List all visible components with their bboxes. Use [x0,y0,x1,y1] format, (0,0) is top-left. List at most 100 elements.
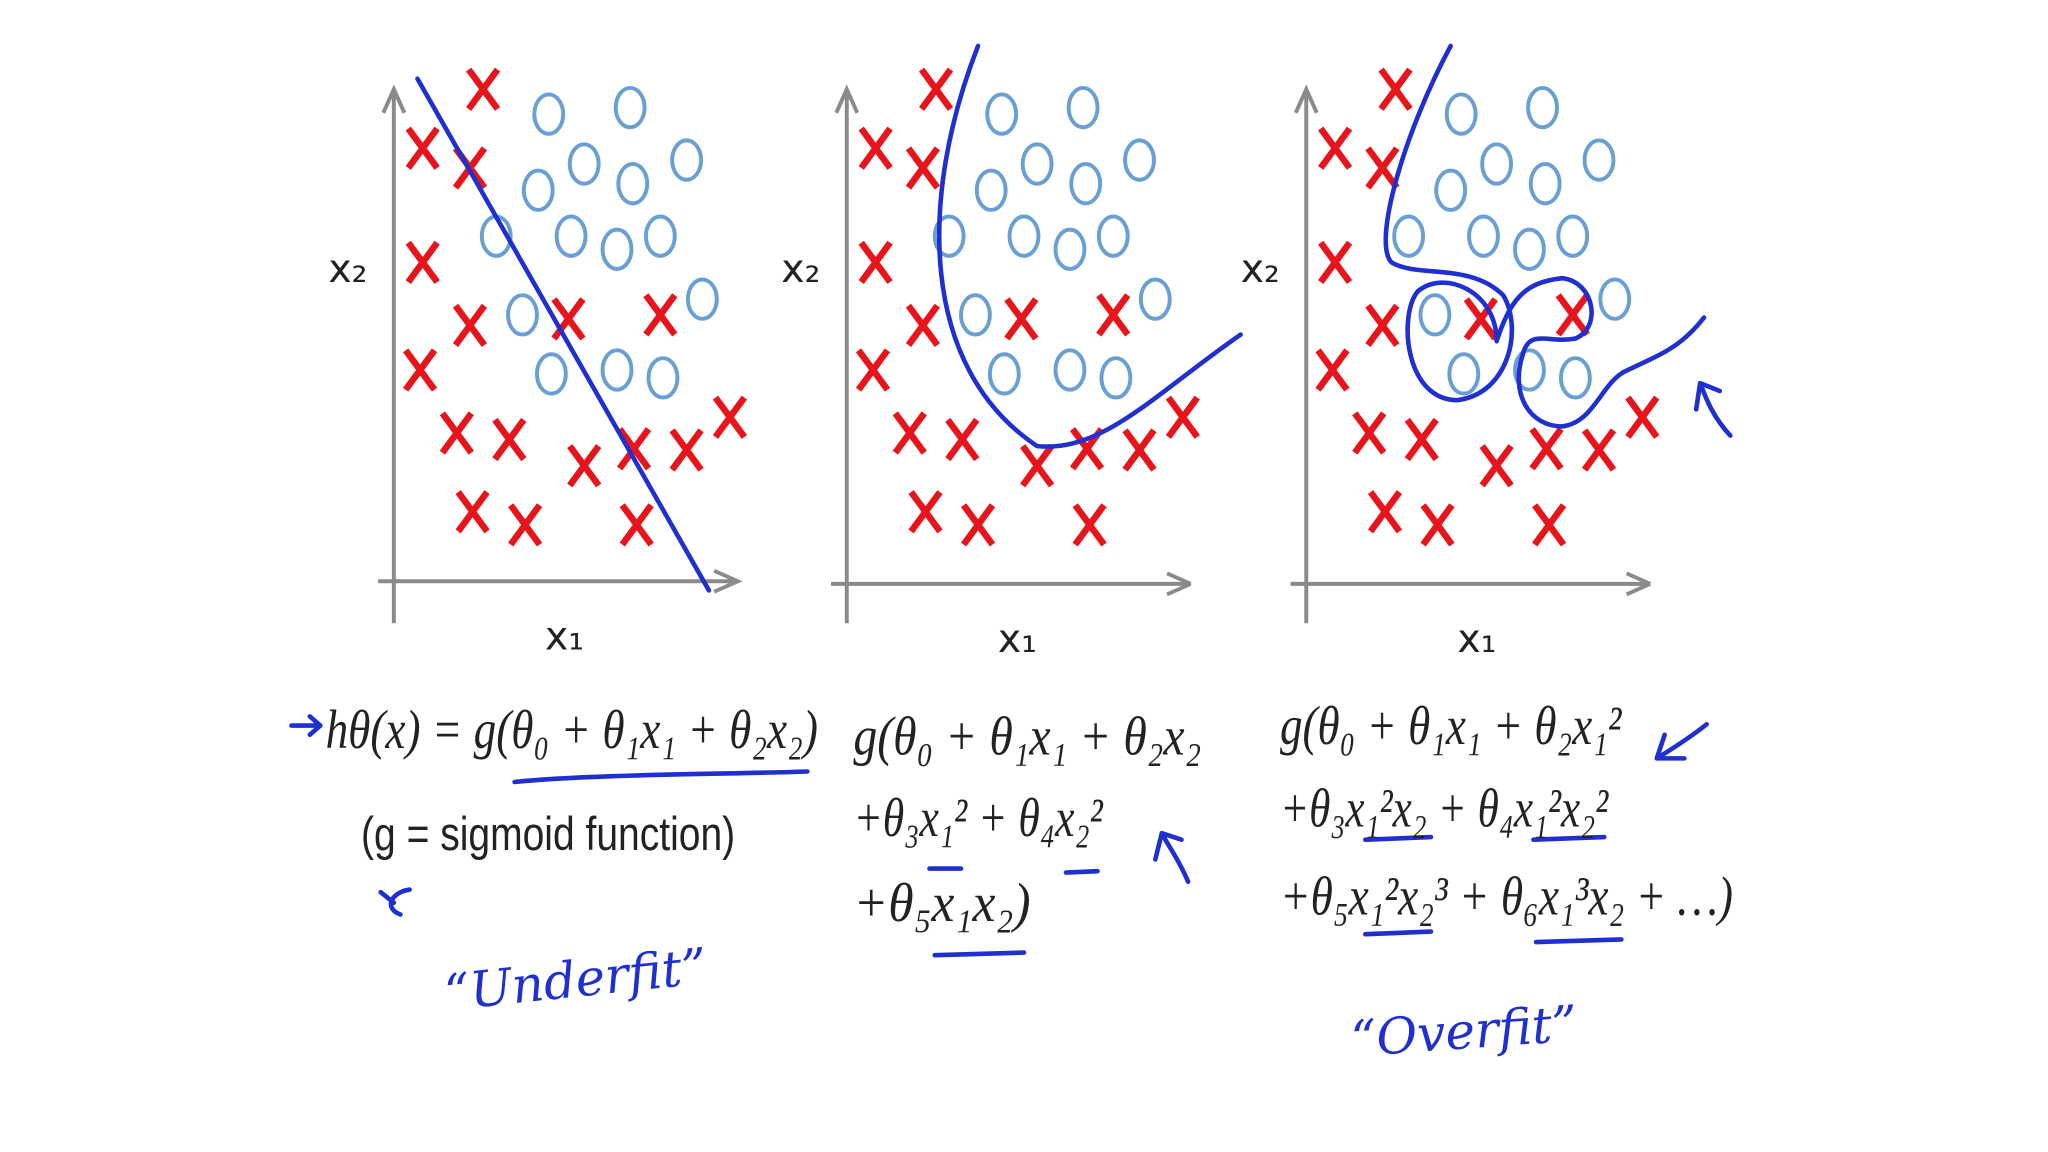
circle-marker [959,293,992,337]
cross-marker [405,126,440,170]
circle-marker [1526,85,1559,130]
arrow [1693,380,1733,438]
circle-marker [1556,214,1590,258]
cross-marker [643,293,678,337]
circle-marker [1447,352,1481,396]
cross-marker [1020,444,1055,488]
axes-3 [1290,84,1652,624]
circle-marker [1480,142,1514,186]
arrow [378,887,412,917]
circle-marker [1069,162,1103,206]
circle-marker [1418,293,1452,337]
formula-line: g(θ₀ + θ₁x₁ + θ₂x₁² [1280,695,1623,756]
circle-marker [567,142,601,186]
cross-marker [908,490,943,534]
circle-marker [670,138,704,182]
boundary-quadratic [936,43,1243,449]
cross-marker [567,444,602,488]
note: (g = sigmoid function) [361,808,735,861]
axes [378,84,1652,624]
underline [1363,834,1624,945]
circle-marker [1138,277,1172,321]
cross-marker [1581,428,1617,472]
circle-marker [1598,277,1632,321]
cross-marker [492,417,527,462]
circle-marker [613,85,647,130]
circle-marker [1513,348,1546,392]
boundary-linear [415,76,712,593]
formula-line: +θ₃x₁² + θ₄x₂² [853,787,1104,848]
cross-marker [617,427,652,471]
formula-line: +θ₃x₁²x₂ + θ₄x₁²x₂² [1280,778,1609,839]
cross-marker [1378,67,1413,111]
underline [927,866,1100,958]
circle-marker [616,162,650,206]
circle-marker [1444,92,1478,136]
circle-marker [932,214,966,258]
cross-marker [619,503,654,547]
cross-marker [960,503,996,547]
circle-marker [1007,214,1041,258]
circle-marker [1392,214,1426,258]
cross-marker [1165,395,1200,439]
y-axis-label: x₂ [328,246,367,292]
cross-marker [1532,503,1567,547]
circle-marker [1096,214,1130,258]
cross-marker [918,67,954,111]
circle-marker [1582,138,1616,182]
circle-marker [974,168,1008,212]
cross-marker [1367,490,1403,534]
formula-line: hθ(x) = g(θ₀ + θ₁x₁ + θ₂x₂) [326,699,818,760]
x-axis-label: x₁ [1457,616,1496,662]
annotations [289,380,1733,958]
cross-marker [405,240,440,285]
cross-marker [1004,297,1039,341]
x-axis-label: x₁ [545,613,584,659]
cross-marker [403,348,438,392]
cross-marker [858,126,893,170]
circle-marker [1020,142,1054,186]
x-axis-label: x₁ [998,616,1037,662]
cross-marker [466,67,501,111]
cross-marker [1318,126,1353,170]
circle-marker [643,214,677,258]
arrow [1152,830,1191,885]
circle-marker [1434,168,1468,212]
cross-marker [1625,395,1660,439]
cross-marker [439,411,474,455]
y-axis-label: x₂ [1241,246,1280,292]
circle-marker [1513,227,1546,271]
cross-marker [1479,444,1514,488]
points [403,67,1660,547]
axes-1 [378,84,743,624]
underline [512,769,810,785]
circle-marker [1066,85,1100,130]
cross-marker [892,411,927,455]
cross-marker [1463,297,1498,341]
cross-marker [1122,428,1157,472]
circle-marker [646,356,680,400]
cross-marker [1555,293,1590,337]
cross-marker [1365,303,1400,348]
cross-marker [905,303,941,348]
cross-marker [1072,503,1107,547]
arrow [289,714,323,738]
circle-marker [987,352,1021,396]
formula-line: +θ₅x₁²x₂³ + θ₆x₁³x₂ + …) [1280,866,1733,927]
cross-marker [1352,411,1387,455]
circle-marker [600,227,634,271]
boundary-overfit [1383,43,1707,429]
formula-line: g(θ₀ + θ₁x₁ + θ₂x₂ [853,705,1201,766]
cross-marker [1404,417,1439,462]
circle-marker [1053,227,1087,271]
circle-marker [1123,138,1156,182]
circle-marker [534,352,568,396]
cross-marker [452,303,488,348]
circle-marker [506,293,539,337]
cross-marker [905,146,941,190]
cross-marker [945,417,980,462]
circle-marker [1467,214,1500,258]
cross-marker [858,240,893,285]
